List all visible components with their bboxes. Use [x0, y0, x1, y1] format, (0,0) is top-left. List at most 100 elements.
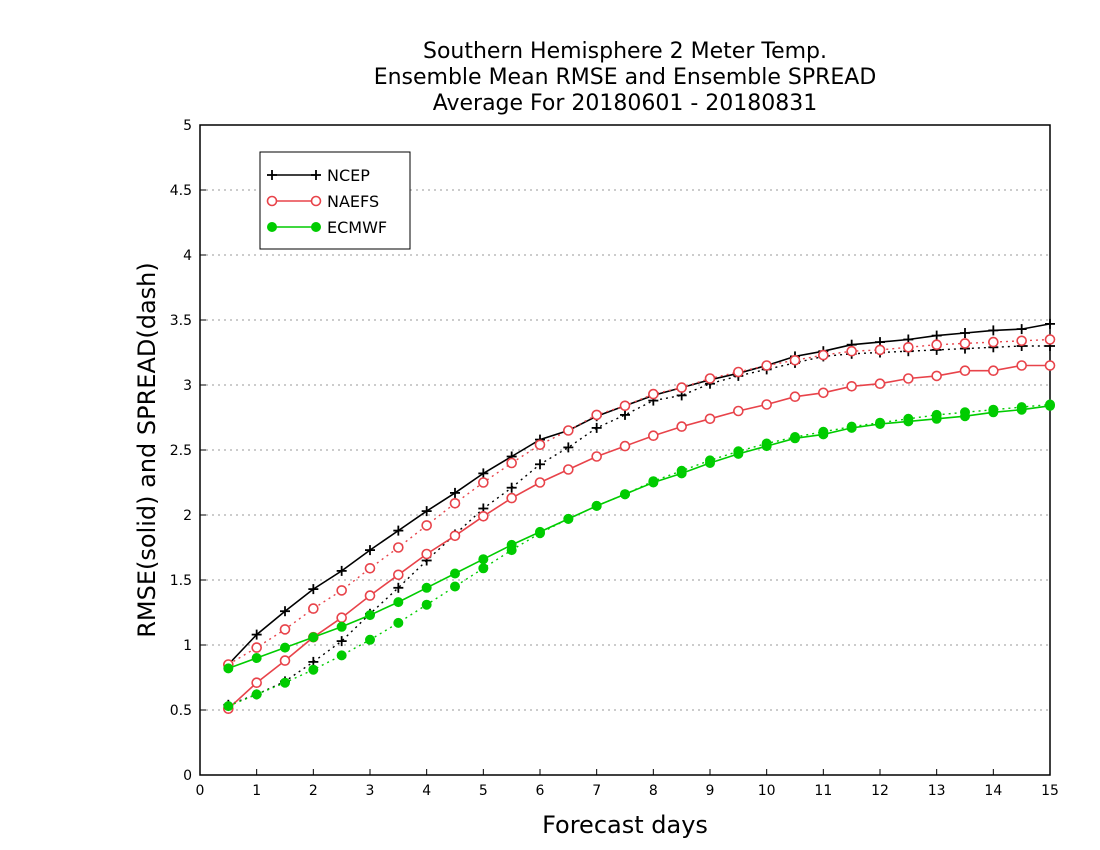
naefs-spread-point — [308, 603, 319, 614]
ecmwf-rmse-point — [846, 422, 857, 433]
x-tick-label: 8 — [649, 783, 658, 799]
title-line-1: Southern Hemisphere 2 Meter Temp. — [423, 39, 827, 64]
x-tick-label: 1 — [252, 783, 261, 799]
naefs-rmse-point — [251, 677, 262, 689]
legend-marker — [310, 195, 322, 207]
x-tick-label: 2 — [309, 783, 318, 799]
legend-label: ECMWF — [327, 218, 387, 237]
title-line-3: Average For 20180601 - 20180831 — [433, 91, 818, 116]
naefs-rmse-point — [563, 464, 574, 475]
ncep-rmse-point — [421, 506, 432, 517]
ecmwf-rmse-point — [478, 554, 489, 565]
naefs-rmse-point — [846, 380, 857, 392]
x-tick-label: 10 — [758, 783, 776, 799]
legend-marker — [266, 195, 278, 207]
ecmwf-rmse-point — [1016, 404, 1027, 415]
naefs-spread-line — [227, 338, 1051, 666]
naefs-rmse-point — [364, 590, 376, 601]
legend-item-naefs: NAEFS — [266, 192, 379, 211]
ecmwf-spread-point — [280, 677, 290, 688]
naefs-spread-point — [789, 354, 801, 366]
ncep-spread-series — [223, 341, 1055, 710]
ecmwf-rmse-point — [535, 526, 545, 537]
x-tick-label: 11 — [814, 783, 832, 799]
naefs-rmse-point — [818, 387, 829, 399]
y-tick-label: 4.5 — [170, 183, 192, 199]
naefs-rmse-point — [478, 510, 489, 522]
ecmwf-rmse-point — [280, 642, 290, 653]
ncep-spread-point — [620, 409, 630, 420]
ecmwf-rmse-point — [365, 610, 375, 621]
ecmwf-rmse-point — [506, 539, 517, 550]
naefs-rmse-point — [619, 440, 631, 452]
ecmwf-rmse-point — [790, 433, 800, 444]
naefs-rmse-point — [789, 391, 801, 403]
naefs-spread-point — [874, 344, 886, 356]
ecmwf-rmse-point — [960, 411, 970, 422]
naefs-rmse-point — [421, 548, 432, 560]
naefs-spread-point — [931, 339, 942, 351]
naefs-rmse-point — [449, 530, 461, 542]
naefs-spread-point — [563, 425, 574, 436]
naefs-spread-point — [676, 382, 687, 393]
naefs-spread-point — [648, 388, 659, 400]
legend-label: NCEP — [327, 166, 370, 185]
ecmwf-spread-point — [223, 701, 234, 712]
x-axis-label: Forecast days — [542, 811, 708, 839]
ecmwf-rmse-point — [251, 653, 262, 663]
y-tick-label: 1 — [183, 638, 192, 654]
naefs-spread-point — [393, 542, 404, 553]
naefs-rmse-point — [903, 373, 914, 384]
ecmwf-rmse-series — [223, 400, 1055, 674]
naefs-spread-point — [818, 349, 829, 361]
ncep-spread-point — [506, 482, 517, 493]
legend-label: NAEFS — [327, 192, 379, 211]
naefs-rmse-point — [506, 492, 517, 504]
naefs-spread-point — [534, 439, 546, 451]
x-tick-label: 7 — [592, 783, 601, 799]
naefs-spread-point — [364, 562, 376, 574]
legend: NCEP NAEFS ECMWF — [259, 151, 411, 250]
naefs-spread-point — [421, 520, 432, 531]
ecmwf-rmse-point — [931, 413, 942, 424]
y-tick-labels: 0 0.5 1 1.5 2 2.5 3 3.5 4 4.5 5 — [170, 118, 192, 784]
ncep-rmse-point — [478, 468, 489, 479]
x-tick-label: 3 — [366, 783, 375, 799]
y-tick-label: 1.5 — [170, 573, 192, 589]
y-tick-label: 4 — [183, 248, 192, 264]
naefs-rmse-point — [761, 399, 772, 410]
ecmwf-rmse-point — [648, 477, 659, 488]
x-tick-label: 4 — [422, 783, 431, 799]
y-tick-label: 0 — [183, 768, 192, 784]
naefs-spread-point — [704, 373, 716, 384]
ncep-spread-point — [563, 442, 574, 453]
ecmwf-spread-point — [336, 650, 347, 661]
ecmwf-rmse-point — [875, 419, 885, 429]
axes — [199, 124, 1051, 776]
ecmwf-rmse-point — [733, 448, 744, 459]
naefs-spread-point — [251, 642, 262, 653]
legend-marker — [311, 222, 321, 232]
naefs-spread-point — [506, 457, 517, 469]
y-tick-label: 0.5 — [170, 703, 192, 719]
ecmwf-rmse-point — [705, 458, 715, 468]
ecmwf-rmse-point — [620, 489, 630, 500]
ecmwf-rmse-point — [393, 597, 404, 608]
ecmwf-spread-point — [421, 599, 432, 610]
ncep-rmse-point — [1045, 318, 1055, 329]
ncep-rmse-point — [365, 545, 375, 556]
naefs-rmse-series — [223, 360, 1056, 715]
ncep-spread-point — [336, 636, 347, 647]
ecmwf-rmse-point — [676, 468, 687, 479]
naefs-rmse-point — [279, 655, 291, 666]
naefs-spread-series — [223, 334, 1056, 670]
ecmwf-spread-point — [393, 617, 404, 628]
y-tick-label: 3 — [183, 378, 192, 394]
ncep-rmse-point — [336, 565, 347, 576]
naefs-spread-point — [591, 409, 602, 421]
ecmwf-spread-point — [450, 581, 460, 592]
legend-item-ncep: NCEP — [267, 166, 370, 185]
ecmwf-rmse-point — [563, 513, 574, 524]
ncep-rmse-point — [450, 487, 460, 498]
legend-item-ecmwf: ECMWF — [267, 218, 387, 237]
